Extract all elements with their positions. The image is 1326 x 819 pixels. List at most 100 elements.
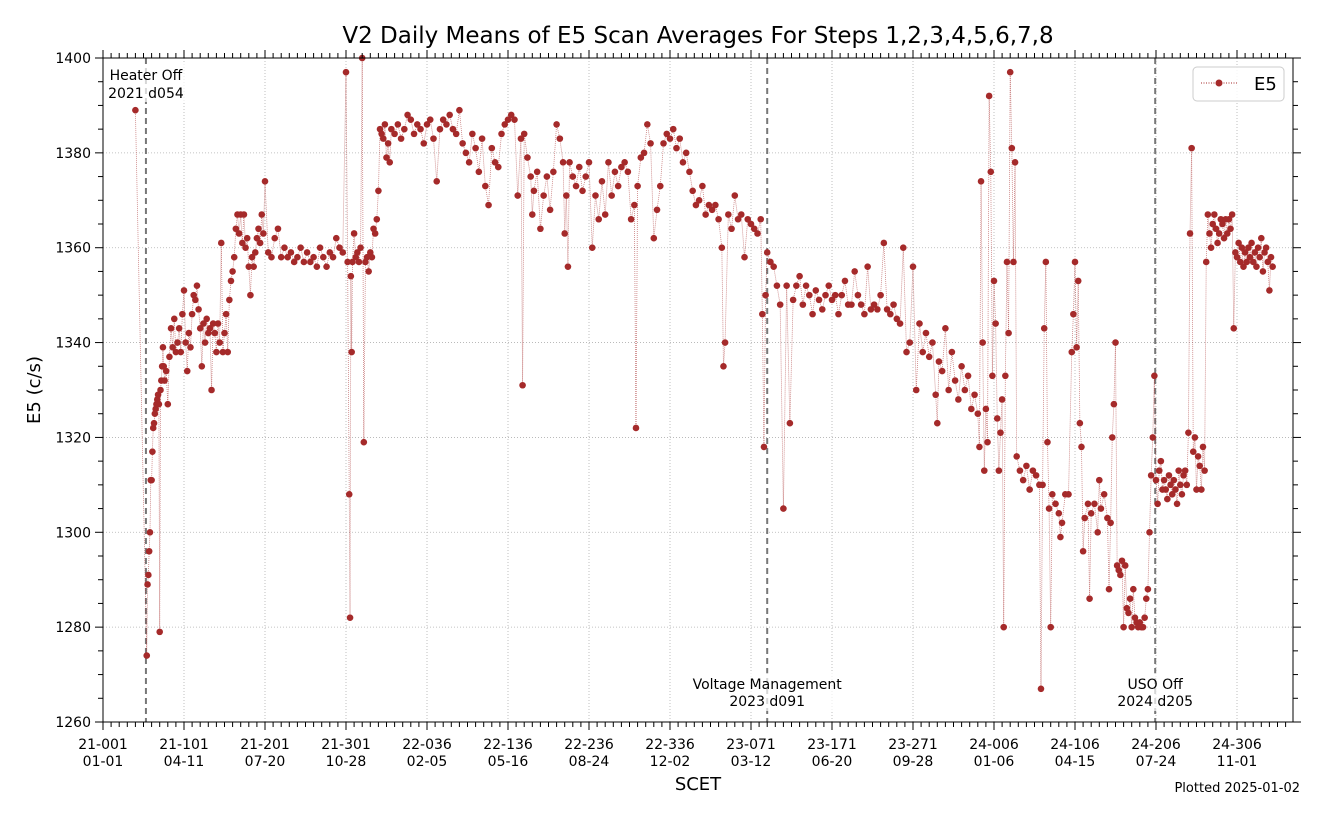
- y-tick-label: 1340: [55, 336, 91, 352]
- data-point: [342, 68, 350, 76]
- data-point: [449, 125, 457, 133]
- series-segment: [1260, 238, 1264, 272]
- data-point: [1269, 263, 1276, 270]
- data-point: [193, 282, 201, 289]
- data-point: [718, 244, 726, 252]
- data-point: [995, 467, 1003, 474]
- data-point: [433, 178, 441, 185]
- plotted-date: Plotted 2025-01-02: [1174, 781, 1300, 796]
- data-point: [166, 353, 173, 361]
- data-point: [621, 159, 628, 166]
- data-point: [1202, 258, 1210, 266]
- data-point: [783, 282, 790, 289]
- data-point: [624, 168, 632, 176]
- data-point: [1086, 595, 1093, 602]
- series-segment: [996, 418, 1000, 471]
- data-point: [980, 467, 988, 474]
- data-point: [1107, 519, 1114, 527]
- data-point: [1186, 230, 1194, 237]
- data-point: [155, 400, 163, 408]
- data-point: [887, 310, 894, 318]
- data-point: [1081, 514, 1089, 522]
- series-segment: [982, 342, 985, 471]
- data-point: [632, 424, 640, 432]
- series-segment: [540, 195, 545, 229]
- series-segment: [1189, 148, 1193, 234]
- data-point: [1223, 230, 1231, 237]
- series-segment: [909, 266, 914, 343]
- data-point: [261, 178, 269, 185]
- data-point: [1206, 230, 1213, 237]
- data-point: [258, 211, 266, 218]
- data-point: [240, 211, 248, 218]
- data-point: [1267, 253, 1275, 261]
- data-point: [1172, 486, 1179, 493]
- series-segment: [851, 271, 856, 305]
- series-segment: [250, 257, 253, 296]
- series-segment: [608, 162, 613, 196]
- data-point: [720, 362, 727, 370]
- data-point: [443, 121, 450, 128]
- series-segment: [1040, 484, 1043, 689]
- data-point: [172, 348, 180, 356]
- data-point: [287, 249, 295, 256]
- data-point: [1146, 528, 1153, 536]
- series-segment: [941, 328, 946, 372]
- series-segment: [1011, 148, 1014, 262]
- data-point: [1045, 505, 1053, 512]
- series-segment: [899, 247, 904, 324]
- data-point: [1023, 462, 1030, 470]
- data-point: [974, 410, 982, 418]
- data-point: [985, 92, 993, 100]
- data-point: [1139, 623, 1147, 631]
- data-point: [1058, 519, 1066, 527]
- data-point: [903, 348, 910, 356]
- data-point: [383, 154, 390, 161]
- series-segment: [1087, 503, 1090, 599]
- data-point: [793, 282, 800, 289]
- series-segment: [1152, 375, 1155, 438]
- data-point: [180, 287, 188, 294]
- series-segment: [1267, 261, 1270, 291]
- data-point: [1006, 68, 1014, 76]
- data-point: [247, 291, 254, 299]
- data-point: [520, 130, 528, 138]
- data-point: [890, 301, 897, 308]
- data-point: [216, 339, 223, 346]
- data-point: [942, 325, 949, 332]
- data-point: [1120, 623, 1127, 631]
- data-point: [462, 149, 470, 157]
- data-point: [1199, 443, 1207, 451]
- data-point: [219, 348, 227, 356]
- data-point: [1189, 448, 1197, 455]
- series-segment: [363, 261, 366, 443]
- series-segment: [1155, 480, 1159, 504]
- data-point: [1162, 486, 1170, 493]
- x-tick-sublabel: 03-12: [731, 754, 772, 770]
- data-point: [271, 234, 279, 242]
- data-point: [725, 211, 732, 218]
- data-point: [1071, 258, 1079, 266]
- x-tick-label: 23-171: [807, 737, 857, 753]
- data-point: [373, 215, 381, 223]
- data-point: [899, 244, 907, 252]
- data-point: [1055, 510, 1063, 517]
- data-point: [350, 230, 358, 237]
- series-segment: [718, 219, 723, 248]
- data-point: [877, 291, 884, 299]
- series-segment: [1009, 72, 1013, 149]
- series-segment: [345, 72, 349, 262]
- data-point: [851, 268, 858, 275]
- data-point: [494, 163, 502, 171]
- series-segment: [679, 138, 684, 163]
- data-point: [993, 415, 1001, 422]
- series-segment: [169, 328, 172, 357]
- data-point: [300, 258, 308, 266]
- event-date: 2024 d205: [1117, 694, 1193, 710]
- series-segment: [783, 285, 788, 509]
- data-point: [1236, 258, 1244, 266]
- x-tick-sublabel: 06-20: [812, 754, 853, 770]
- series-segment: [147, 551, 150, 575]
- series-segment: [740, 214, 745, 258]
